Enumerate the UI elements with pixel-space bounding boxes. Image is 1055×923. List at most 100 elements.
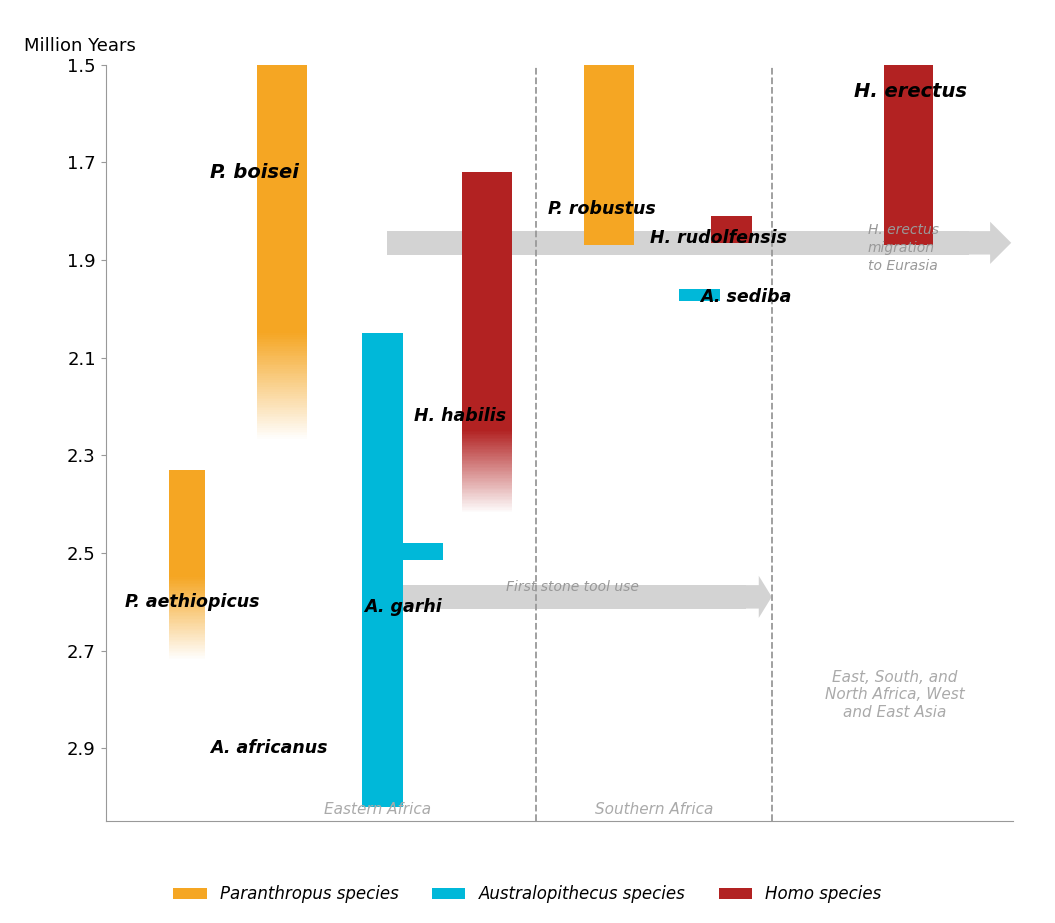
Bar <box>257 394 307 396</box>
Bar <box>257 426 307 428</box>
Bar <box>257 385 307 387</box>
Bar <box>462 172 512 431</box>
Bar <box>462 449 512 450</box>
Bar <box>169 648 206 649</box>
Bar <box>883 65 934 246</box>
FancyArrow shape <box>968 222 1012 264</box>
Text: Million Years: Million Years <box>24 37 136 54</box>
Bar <box>169 637 206 638</box>
Bar <box>257 405 307 406</box>
Bar <box>169 652 206 653</box>
Bar <box>169 617 206 618</box>
Bar <box>257 389 307 390</box>
Text: P. robustus: P. robustus <box>549 199 656 218</box>
Text: A. africanus: A. africanus <box>210 739 327 757</box>
Bar <box>462 473 512 475</box>
Bar <box>169 615 206 616</box>
Bar <box>169 584 206 585</box>
Bar <box>462 450 512 451</box>
Bar <box>462 440 512 442</box>
Bar <box>462 498 512 500</box>
Bar <box>169 591 206 593</box>
Text: Southern Africa: Southern Africa <box>595 802 713 817</box>
Bar <box>169 610 206 612</box>
Bar <box>257 387 307 389</box>
Bar <box>462 431 512 432</box>
Bar <box>257 417 307 419</box>
Bar <box>462 511 512 512</box>
Bar <box>257 392 307 394</box>
Bar <box>169 629 206 631</box>
Bar <box>169 646 206 648</box>
Bar <box>462 437 512 438</box>
Bar <box>257 360 307 362</box>
Bar <box>462 492 512 493</box>
Bar <box>462 501 512 503</box>
Bar <box>257 358 307 360</box>
Bar <box>403 543 443 560</box>
Bar <box>257 353 307 354</box>
Bar <box>257 369 307 371</box>
Bar <box>257 410 307 412</box>
Bar <box>169 649 206 651</box>
Bar <box>169 624 206 626</box>
Bar <box>257 398 307 400</box>
Bar <box>257 430 307 432</box>
Bar <box>462 471 512 473</box>
Bar <box>257 347 307 349</box>
Bar <box>169 659 206 660</box>
Bar <box>462 476 512 478</box>
Text: P. aethiopicus: P. aethiopicus <box>126 593 260 611</box>
Bar <box>462 490 512 492</box>
Bar <box>257 379 307 381</box>
Bar <box>169 588 206 590</box>
Legend: Paranthropus species, Australopithecus species, Homo species: Paranthropus species, Australopithecus s… <box>167 879 888 910</box>
Bar <box>169 640 206 641</box>
Bar <box>462 504 512 506</box>
Bar <box>257 390 307 392</box>
Bar <box>462 456 512 457</box>
Bar <box>257 337 307 339</box>
Bar <box>169 656 206 657</box>
Bar <box>257 342 307 344</box>
Bar <box>257 339 307 341</box>
Bar <box>257 425 307 426</box>
Bar <box>169 595 206 596</box>
Bar <box>257 335 307 337</box>
Bar <box>169 651 206 652</box>
Text: H. habilis: H. habilis <box>414 407 506 426</box>
Bar <box>169 643 206 645</box>
Bar <box>169 607 206 609</box>
Bar <box>462 512 512 514</box>
Bar <box>462 435 512 437</box>
Bar <box>257 432 307 434</box>
Bar <box>169 577 206 579</box>
Bar <box>169 621 206 623</box>
Bar <box>462 481 512 482</box>
Bar <box>257 362 307 364</box>
Bar <box>169 642 206 643</box>
Bar <box>257 354 307 356</box>
Bar <box>257 346 307 347</box>
Bar <box>462 503 512 504</box>
Text: P. boisei: P. boisei <box>210 162 299 182</box>
Bar <box>462 434 512 435</box>
Bar <box>169 657 206 659</box>
Bar <box>257 423 307 425</box>
Bar <box>462 496 512 497</box>
Bar <box>462 460 512 462</box>
Bar <box>462 485 512 486</box>
Bar <box>169 579 206 580</box>
Bar <box>169 613 206 615</box>
Bar <box>462 438 512 439</box>
Bar <box>257 371 307 373</box>
Bar <box>257 366 307 367</box>
Text: First stone tool use: First stone tool use <box>506 580 639 593</box>
Bar <box>462 479 512 481</box>
Bar <box>169 606 206 607</box>
Bar <box>462 509 512 511</box>
Bar <box>462 506 512 507</box>
Bar <box>257 437 307 438</box>
Bar <box>169 587 206 588</box>
Bar <box>169 653 206 654</box>
